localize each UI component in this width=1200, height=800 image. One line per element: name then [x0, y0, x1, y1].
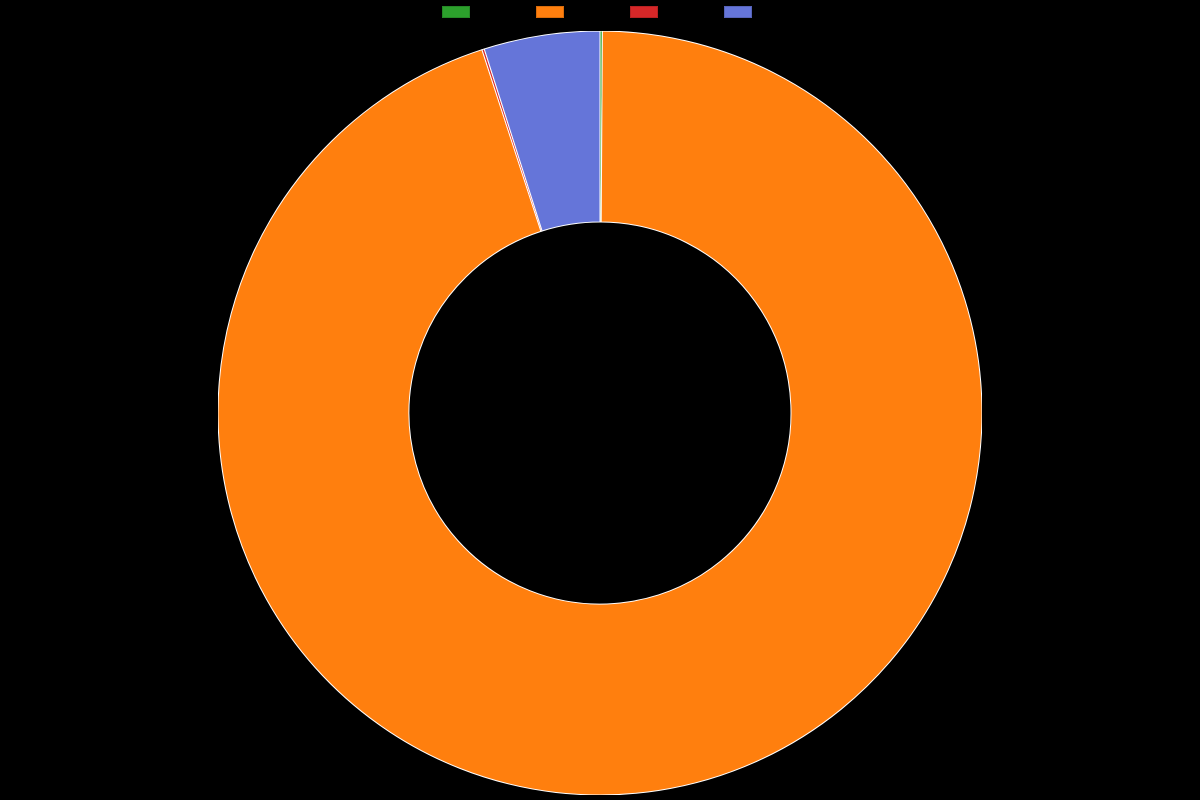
legend-swatch-blue: [724, 6, 752, 18]
legend-swatch-green: [442, 6, 470, 18]
legend-swatch-red: [630, 6, 658, 18]
chart-root: { "chart": { "type": "donut", "backgroun…: [0, 0, 1200, 800]
legend-item-red: [630, 6, 664, 18]
donut-chart-container: [0, 31, 1200, 795]
donut-chart: [218, 31, 982, 795]
legend-item-blue: [724, 6, 758, 18]
legend-item-green: [442, 6, 476, 18]
legend-item-orange: [536, 6, 570, 18]
legend-swatch-orange: [536, 6, 564, 18]
chart-legend: [0, 6, 1200, 18]
